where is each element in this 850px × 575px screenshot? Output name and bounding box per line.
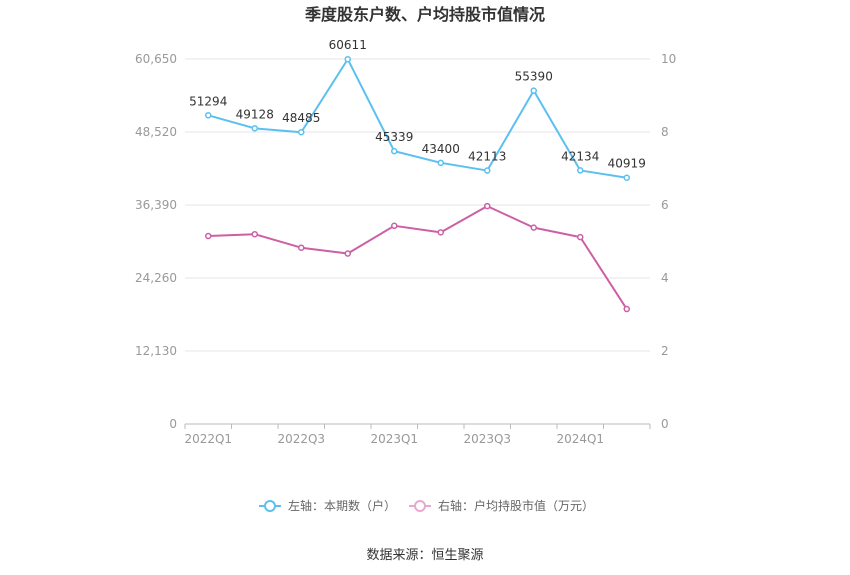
- data-point[interactable]: [345, 57, 350, 62]
- series-layer: 51294 49128 48485 60611 45339 43400 42113 55390…: [189, 38, 646, 311]
- data-label: 40919: [608, 157, 646, 171]
- legend-item-households[interactable]: 左轴：本期数（户）: [259, 498, 396, 513]
- x-tick-label: 2024Q1: [556, 432, 604, 446]
- data-label: 60611: [329, 38, 367, 52]
- right-axis-ticks: 0 2 4 6 8 10: [661, 52, 676, 431]
- data-point[interactable]: [299, 130, 304, 135]
- data-point[interactable]: [345, 251, 350, 256]
- left-tick-label: 12,130: [135, 344, 177, 358]
- chart-title: 季度股东户数、户均持股市值情况: [304, 5, 545, 24]
- data-label: 42113: [468, 150, 506, 164]
- data-point[interactable]: [438, 230, 443, 235]
- legend-marker-households: [265, 501, 275, 511]
- legend-label-households: 左轴：本期数（户）: [288, 498, 396, 513]
- data-point[interactable]: [206, 234, 211, 239]
- data-point[interactable]: [578, 235, 583, 240]
- data-point[interactable]: [252, 126, 257, 131]
- data-label: 43400: [422, 142, 460, 156]
- data-label: 48485: [282, 111, 320, 125]
- left-axis-ticks: 0 12,130 24,260 36,390 48,520 60,650: [135, 52, 177, 431]
- data-point[interactable]: [531, 88, 536, 93]
- data-point[interactable]: [392, 149, 397, 154]
- right-tick-label: 0: [661, 417, 669, 431]
- data-point[interactable]: [299, 245, 304, 250]
- data-point[interactable]: [578, 168, 583, 173]
- data-point[interactable]: [531, 225, 536, 230]
- data-point[interactable]: [624, 175, 629, 180]
- data-point[interactable]: [624, 307, 629, 312]
- x-tick-label: 2022Q1: [184, 432, 232, 446]
- right-tick-label: 2: [661, 344, 669, 358]
- left-tick-label: 24,260: [135, 271, 177, 285]
- left-tick-label: 48,520: [135, 125, 177, 139]
- data-point[interactable]: [485, 168, 490, 173]
- data-point[interactable]: [252, 232, 257, 237]
- legend-label-avg-value: 右轴：户均持股市值（万元）: [438, 498, 594, 513]
- x-axis-ticks: 2022Q1 2022Q3 2023Q1 2023Q3 2024Q1: [184, 424, 650, 446]
- left-tick-label: 36,390: [135, 198, 177, 212]
- data-label: 51294: [189, 94, 227, 108]
- right-tick-label: 6: [661, 198, 669, 212]
- x-tick-label: 2022Q3: [277, 432, 325, 446]
- data-source: 数据来源：恒生聚源: [366, 548, 483, 563]
- x-tick-label: 2023Q3: [463, 432, 511, 446]
- series-line-avg-value: [208, 206, 627, 309]
- x-tick-label: 2023Q1: [370, 432, 418, 446]
- right-tick-label: 10: [661, 52, 676, 66]
- legend-marker-avg-value: [415, 501, 425, 511]
- data-point[interactable]: [485, 204, 490, 209]
- data-label: 55390: [515, 70, 553, 84]
- left-tick-label: 0: [169, 417, 177, 431]
- data-label: 49128: [236, 107, 274, 121]
- data-point[interactable]: [392, 223, 397, 228]
- data-label: 42134: [561, 149, 599, 163]
- right-tick-label: 4: [661, 271, 669, 285]
- left-tick-label: 60,650: [135, 52, 177, 66]
- data-label: 45339: [375, 130, 413, 144]
- right-tick-label: 8: [661, 125, 669, 139]
- data-point[interactable]: [206, 113, 211, 118]
- legend[interactable]: 左轴：本期数（户） 右轴：户均持股市值（万元）: [259, 498, 594, 513]
- data-point[interactable]: [438, 160, 443, 165]
- legend-item-avg-value[interactable]: 右轴：户均持股市值（万元）: [409, 498, 594, 513]
